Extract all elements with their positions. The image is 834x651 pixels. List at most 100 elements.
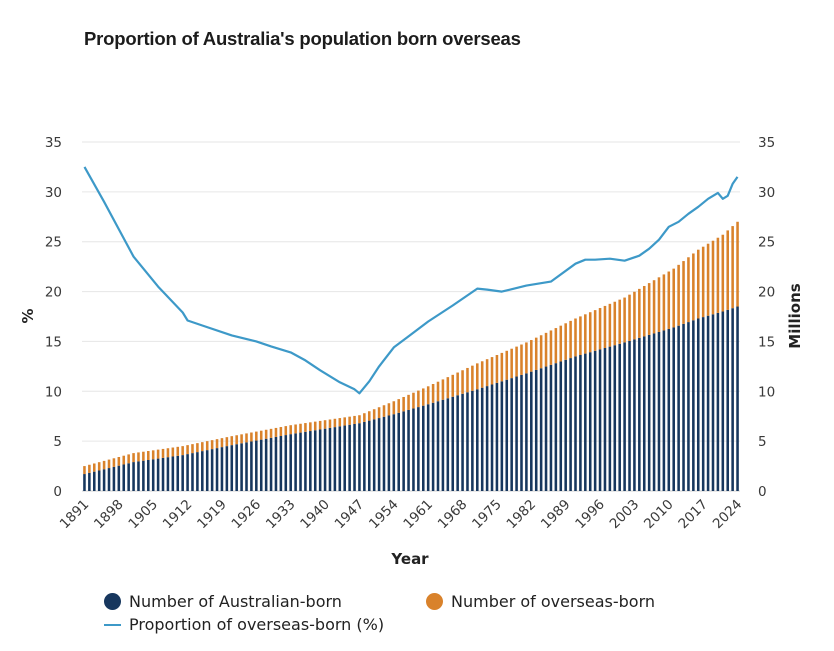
bar-overseas-born (92, 463, 96, 472)
x-tick-label: 2017 (675, 497, 711, 533)
bar-overseas-born (323, 420, 327, 429)
bar-australian-born (520, 374, 523, 491)
bar-australian-born (112, 466, 116, 491)
bar-australian-born (421, 405, 425, 491)
bar-australian-born (166, 457, 170, 491)
bar-overseas-born (132, 453, 135, 463)
bar-overseas-born (382, 405, 386, 417)
bar-australian-born (191, 453, 194, 491)
bar-australian-born (534, 369, 538, 491)
bar-overseas-born (407, 394, 410, 410)
bar-overseas-born (245, 433, 248, 443)
x-tick-label: 1975 (469, 497, 505, 533)
bar-australian-born (215, 448, 219, 491)
legend-label-overseas-born: Number of overseas-born (451, 592, 656, 611)
bar-overseas-born (328, 419, 332, 428)
bar-overseas-born (215, 439, 219, 449)
bar-australian-born (92, 471, 96, 491)
bar-australian-born (97, 470, 101, 491)
proportion-line-series (83, 166, 739, 395)
bar-overseas-born (372, 409, 376, 420)
bar-australian-born (618, 343, 621, 491)
bar-overseas-born (250, 432, 253, 442)
y-right-tick-label: 0 (758, 484, 767, 500)
bar-australian-born (289, 434, 292, 491)
bar-australian-born (313, 430, 317, 491)
y-right-tick-label: 25 (758, 235, 775, 251)
chart-title: Proportion of Australia's population bor… (84, 28, 521, 49)
bar-australian-born (736, 306, 739, 491)
x-tick-label: 1982 (504, 497, 540, 533)
bar-overseas-born (608, 303, 612, 347)
bar-overseas-born (259, 430, 263, 440)
bar-australian-born (584, 353, 587, 491)
bar-australian-born (407, 409, 410, 491)
bar-australian-born (279, 435, 283, 491)
bar-australian-born (284, 435, 288, 491)
bar-australian-born (721, 311, 725, 491)
bar-australian-born (235, 444, 238, 491)
bar-australian-born (348, 424, 351, 491)
x-tick-label: 1919 (194, 497, 230, 533)
bar-overseas-born (402, 396, 405, 412)
bar-overseas-born (515, 346, 518, 377)
bar-overseas-born (412, 392, 415, 409)
bar-overseas-born (618, 299, 621, 344)
bar-overseas-born (186, 445, 189, 455)
bar-australian-born (323, 428, 327, 491)
bar-australian-born (461, 393, 464, 491)
bar-australian-born (603, 348, 607, 491)
bar-overseas-born (210, 440, 214, 450)
bar-australian-born (608, 346, 612, 491)
bar-overseas-born (588, 312, 592, 353)
bar-overseas-born (161, 448, 165, 458)
bar-overseas-born (156, 449, 160, 459)
bar-overseas-born (613, 301, 617, 346)
bar-australian-born (338, 426, 342, 491)
bar-overseas-born (196, 443, 199, 453)
bar-overseas-born (264, 429, 268, 439)
bar-overseas-born (662, 274, 666, 331)
bar-overseas-born (633, 291, 636, 340)
x-tick-label: 1905 (125, 497, 161, 533)
bar-australian-born (446, 398, 450, 491)
bar-overseas-born (397, 399, 401, 413)
bar-australian-born (692, 320, 695, 491)
bar-overseas-born (711, 240, 715, 315)
x-tick-label: 2010 (641, 497, 677, 533)
bar-overseas-born (294, 424, 297, 434)
bar-series (83, 221, 739, 491)
y-right-tick-label: 35 (758, 135, 775, 151)
bar-australian-born (304, 431, 307, 491)
bar-overseas-born (441, 379, 445, 400)
bar-overseas-born (520, 344, 523, 375)
bar-australian-born (593, 350, 597, 491)
bar-overseas-born (431, 384, 435, 403)
gridlines (82, 141, 740, 492)
bar-overseas-born (225, 437, 229, 447)
bar-overseas-born (191, 444, 194, 454)
bar-overseas-born (201, 442, 204, 452)
bar-overseas-born (97, 462, 101, 471)
bar-overseas-born (721, 234, 725, 312)
bar-australian-born (147, 459, 150, 491)
y-right-tick-label: 5 (758, 434, 767, 450)
bar-overseas-born (333, 418, 337, 428)
bar-australian-born (353, 423, 356, 491)
bar-overseas-born (549, 330, 553, 365)
bar-overseas-born (392, 401, 396, 415)
bar-overseas-born (490, 357, 494, 385)
bar-overseas-born (284, 426, 288, 436)
bar-australian-born (510, 378, 513, 491)
bar-overseas-born (421, 388, 425, 406)
bar-overseas-born (564, 323, 567, 360)
bar-australian-born (372, 419, 376, 491)
x-tick-label: 1926 (229, 497, 265, 533)
bar-overseas-born (682, 261, 685, 324)
bar-overseas-born (387, 403, 391, 416)
x-tick-label: 1912 (160, 497, 196, 533)
y-left-tick-label: 30 (45, 185, 62, 201)
bar-overseas-born (647, 283, 651, 335)
bar-overseas-born (269, 428, 273, 438)
